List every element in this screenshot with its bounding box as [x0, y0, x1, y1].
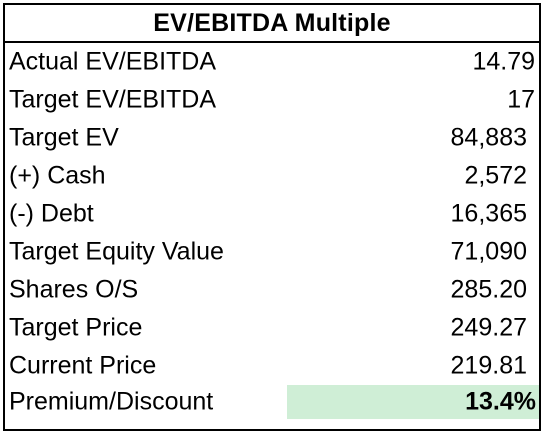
- highlight-cell: [287, 385, 539, 419]
- row-value: 13.4%: [465, 387, 536, 416]
- row-target-price: Target Price 249.27: [5, 309, 539, 347]
- row-shares-outstanding: Shares O/S 285.20: [5, 271, 539, 309]
- row-label: (+) Cash: [9, 161, 106, 190]
- row-label: Shares O/S: [9, 275, 139, 304]
- row-debt: (-) Debt 16,365: [5, 195, 539, 233]
- row-label: Current Price: [9, 351, 157, 380]
- row-value: 219.81: [450, 351, 527, 380]
- row-premium-discount: Premium/Discount 13.4%: [5, 385, 539, 419]
- row-actual-ev-ebitda: Actual EV/EBITDA 14.79: [5, 43, 539, 81]
- row-value: 16,365: [450, 199, 527, 228]
- row-value: 84,883: [450, 123, 527, 152]
- row-target-ev-ebitda: Target EV/EBITDA 17: [5, 81, 539, 119]
- row-value: 2,572: [464, 161, 527, 190]
- row-label: Target EV/EBITDA: [9, 85, 217, 114]
- row-label: Target Equity Value: [9, 237, 224, 266]
- ev-ebitda-table: EV/EBITDA Multiple Actual EV/EBITDA 14.7…: [3, 3, 541, 431]
- row-value: 14.79: [472, 47, 535, 76]
- row-label: Target EV: [9, 123, 119, 152]
- row-target-ev: Target EV 84,883: [5, 119, 539, 157]
- row-value: 285.20: [450, 275, 527, 304]
- row-label: Actual EV/EBITDA: [9, 47, 217, 76]
- row-label: Premium/Discount: [9, 387, 214, 416]
- row-value: 71,090: [450, 237, 527, 266]
- row-label: (-) Debt: [9, 199, 94, 228]
- row-value: 17: [507, 85, 535, 114]
- row-cash: (+) Cash 2,572: [5, 157, 539, 195]
- row-value: 249.27: [450, 313, 527, 342]
- row-label: Target Price: [9, 313, 143, 342]
- row-target-equity-value: Target Equity Value 71,090: [5, 233, 539, 271]
- row-current-price: Current Price 219.81: [5, 347, 539, 385]
- table-title: EV/EBITDA Multiple: [5, 5, 539, 43]
